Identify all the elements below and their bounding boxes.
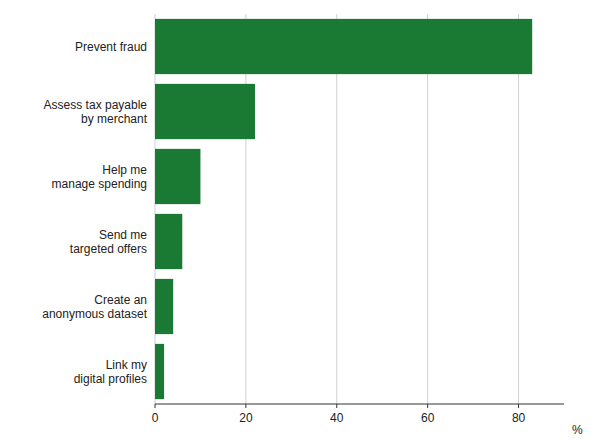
bar — [155, 214, 182, 269]
x-tick-label: 80 — [512, 411, 526, 425]
x-tick — [336, 404, 337, 408]
y-tick-label: Send metargeted offers — [70, 228, 147, 256]
y-tick-label-line: Link my — [106, 358, 147, 372]
y-tick-label: Prevent fraud — [75, 40, 147, 54]
y-tick-label-line: targeted offers — [70, 242, 147, 256]
chart-container: 0 20 40 60 80% Link mydigital profiles Create … — [0, 0, 600, 444]
y-tick-label-line: by merchant — [81, 112, 148, 126]
x-axis-line — [155, 404, 564, 405]
y-tick-label-line: digital profiles — [74, 372, 147, 386]
y-tick-label-line: Prevent fraud — [75, 40, 147, 54]
x-tick — [245, 404, 246, 408]
bar — [155, 279, 173, 334]
y-tick-label: Help memanage spending — [52, 163, 148, 191]
x-tick-label: 20 — [239, 411, 253, 425]
y-tick-label-line: Send me — [99, 228, 147, 242]
y-tick-label-line: anonymous dataset — [42, 307, 147, 321]
x-tick-label: 60 — [421, 411, 435, 425]
x-tick-label: 0 — [152, 411, 159, 425]
bars — [155, 19, 532, 399]
bar — [155, 344, 164, 399]
chart-svg: 0 20 40 60 80% Link mydigital profiles Create … — [0, 0, 600, 444]
x-axis-label: % — [572, 423, 583, 437]
y-axis: Link mydigital profiles Create ananonymou… — [42, 40, 147, 386]
x-tick — [518, 404, 519, 408]
y-tick-label: Link mydigital profiles — [74, 358, 147, 386]
x-tick — [155, 404, 156, 408]
background — [0, 0, 600, 444]
x-tick-label: 40 — [330, 411, 344, 425]
bar — [155, 84, 255, 139]
y-tick-label-line: manage spending — [52, 177, 147, 191]
y-tick-label-line: Help me — [102, 163, 147, 177]
x-axis: 0 20 40 60 80 — [152, 404, 526, 425]
bar — [155, 149, 200, 204]
y-tick-label: Assess tax payableby merchant — [44, 98, 148, 126]
x-tick — [427, 404, 428, 408]
y-tick-label-line: Create an — [94, 293, 147, 307]
y-tick-label: Create ananonymous dataset — [42, 293, 147, 321]
y-tick-label-line: Assess tax payable — [44, 98, 148, 112]
bar — [155, 19, 532, 74]
